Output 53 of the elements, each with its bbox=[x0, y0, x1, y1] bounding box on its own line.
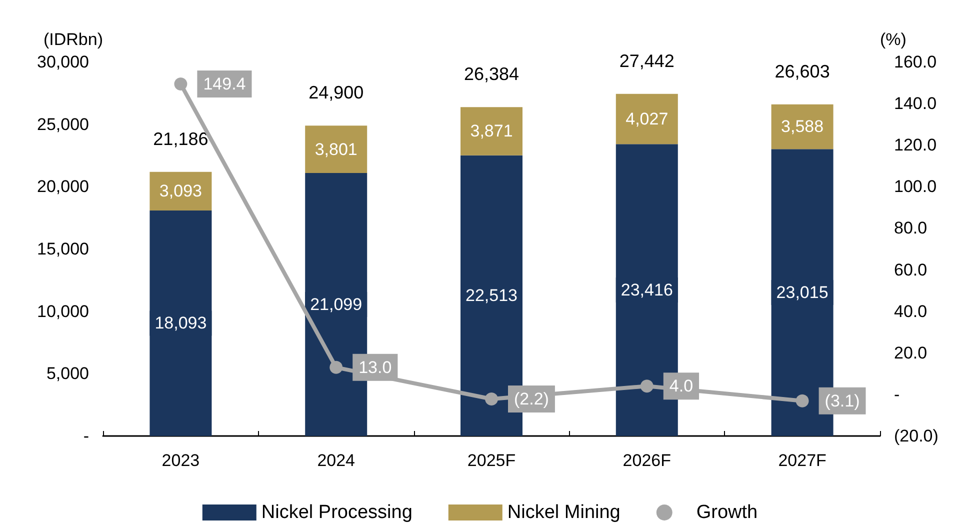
x-tick-label: 2023 bbox=[162, 451, 200, 470]
y-tick-label: 5,000 bbox=[46, 364, 89, 384]
y2-tick-label: 80.0 bbox=[894, 218, 928, 238]
data-label: 23,416 bbox=[620, 280, 673, 300]
point bbox=[640, 380, 654, 393]
legend-label: Nickel Processing bbox=[261, 502, 412, 523]
total-label: 21,186 bbox=[153, 128, 208, 149]
data-label: 13.0 bbox=[358, 358, 392, 377]
x-tick-label: 2025F bbox=[467, 451, 516, 470]
y-tick-label: 25,000 bbox=[37, 114, 89, 134]
data-label: 3,093 bbox=[159, 182, 202, 201]
total-label: 26,603 bbox=[774, 61, 830, 82]
y2-tick-label: 40.0 bbox=[894, 302, 928, 321]
legend-label: Growth bbox=[696, 502, 758, 523]
y2-tick-label: (20.0) bbox=[894, 426, 938, 446]
data-label: 4.0 bbox=[669, 376, 694, 396]
data-label: 3,801 bbox=[314, 140, 358, 159]
y2-tick-label: 120.0 bbox=[894, 136, 937, 155]
y2-tick-label: 20.0 bbox=[894, 343, 928, 362]
y-tick-label: - bbox=[83, 426, 89, 446]
data-label: 21,099 bbox=[310, 294, 362, 314]
total-label: 24,900 bbox=[308, 82, 364, 103]
y-axis-title: (IDRbn) bbox=[43, 30, 103, 49]
y-tick-label: 10,000 bbox=[37, 302, 89, 321]
data-label: 23,015 bbox=[776, 283, 828, 302]
data-label: (3.1) bbox=[824, 391, 860, 410]
data-label: 22,513 bbox=[466, 286, 518, 306]
y2-tick-label: - bbox=[894, 384, 900, 404]
data-label: 4,027 bbox=[626, 109, 668, 128]
x-tick-label: 2026F bbox=[622, 451, 671, 470]
bar bbox=[150, 210, 212, 436]
point bbox=[330, 360, 343, 374]
point bbox=[796, 394, 809, 408]
data-label: (2.2) bbox=[514, 390, 549, 409]
data-label: 149.4 bbox=[203, 74, 246, 94]
data-label: 3,588 bbox=[781, 117, 824, 136]
y2-tick-label: 160.0 bbox=[894, 52, 937, 72]
total-label: 26,384 bbox=[464, 64, 520, 84]
legend-label: Nickel Mining bbox=[507, 502, 620, 523]
data-label: 3,871 bbox=[470, 122, 513, 141]
y2-tick-label: 100.0 bbox=[894, 177, 937, 196]
point bbox=[174, 78, 188, 91]
total-label: 27,442 bbox=[619, 50, 674, 71]
y2-tick-label: 60.0 bbox=[894, 260, 928, 280]
data-label: 18,093 bbox=[154, 314, 207, 333]
y-tick-label: 30,000 bbox=[37, 52, 89, 72]
y2-axis-title: (%) bbox=[880, 30, 906, 49]
y2-tick-label: 140.0 bbox=[894, 94, 937, 114]
x-tick-label: 2024 bbox=[317, 451, 356, 470]
point bbox=[485, 392, 498, 406]
x-tick-label: 2027F bbox=[778, 451, 826, 470]
y-tick-label: 20,000 bbox=[37, 177, 89, 196]
y-tick-label: 15,000 bbox=[37, 240, 89, 258]
